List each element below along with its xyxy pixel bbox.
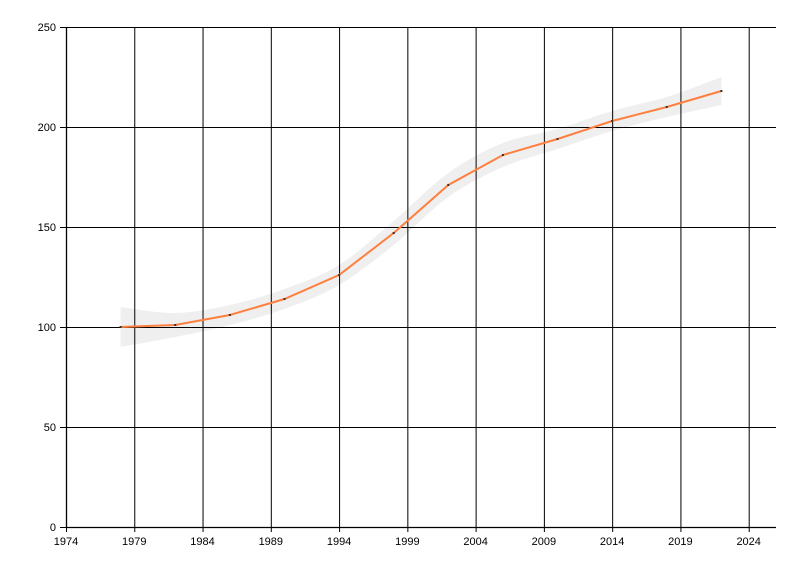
x-tick-label: 2024 [736,536,760,548]
data-point [501,154,504,156]
x-tick-label: 2014 [600,536,624,548]
y-tick-label: 50 [44,422,56,434]
data-point [228,314,231,316]
x-tick-label: 2019 [668,536,692,548]
data-point [611,120,614,122]
y-tick-label: 0 [50,522,56,534]
data-point [665,106,668,108]
x-tick-label: 1984 [190,536,214,548]
x-tick-label: 1979 [122,536,146,548]
x-tick-label: 1974 [54,536,78,548]
data-point [174,324,177,326]
data-point [720,90,723,92]
data-point [447,184,450,186]
data-point [556,138,559,140]
series-line [120,90,722,328]
y-tick-label: 150 [38,222,56,234]
data-point [338,274,341,276]
x-tick-label: 1999 [395,536,419,548]
x-tick-label: 1989 [259,536,283,548]
data-point [283,298,286,300]
y-tick-label: 100 [38,322,56,334]
x-tick-label: 2009 [532,536,556,548]
confidence-band [120,77,722,347]
data-point [392,232,395,234]
y-tick-label: 250 [38,22,56,34]
x-tick-label: 2004 [463,536,487,548]
y-tick-label: 200 [38,122,56,134]
x-tick-label: 1994 [327,536,351,548]
data-point [119,326,122,328]
